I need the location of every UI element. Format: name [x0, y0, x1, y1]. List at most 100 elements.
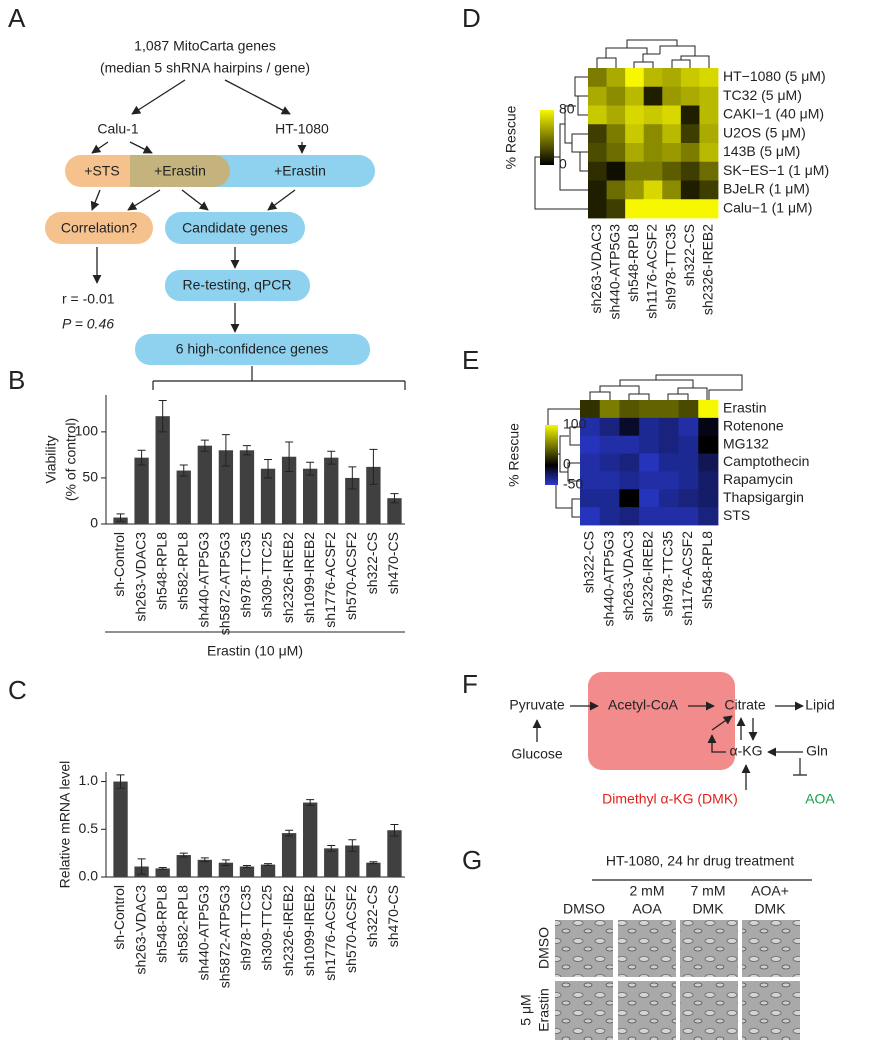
pill: [130, 155, 160, 187]
pathway-diagram: Pyruvate Acetyl-CoA Citrate Lipid Glucos…: [509, 672, 835, 807]
y-axis-label: Relative mRNA level: [57, 761, 73, 889]
heatmap-cell: [599, 400, 620, 419]
x-tick-label: sh309-TTC25: [259, 885, 275, 971]
colorbar-tick-label: 0: [559, 156, 567, 172]
heatmap-cell: [639, 507, 660, 526]
heatmap-cell: [639, 435, 660, 454]
heatmap-cell: [599, 435, 620, 454]
heatmap-cell: [606, 68, 626, 88]
pill: [165, 270, 310, 301]
node-text: 1,087 MitoCarta genes: [134, 38, 276, 54]
pill: [135, 334, 370, 365]
panel-label: E: [462, 345, 479, 375]
column-label: DMK: [692, 901, 724, 917]
bar: [260, 864, 276, 877]
column-label: AOA+: [751, 883, 789, 899]
column-label: DMSO: [563, 901, 605, 917]
heatmap-cell: [599, 417, 620, 437]
stat-text: P = 0.46: [62, 316, 114, 332]
bracket: [152, 366, 406, 390]
row-label: 143B (5 μM): [723, 143, 800, 159]
x-tick-label: sh548-RPL8: [153, 532, 169, 610]
heatmap-cell: [643, 143, 663, 163]
stat-text: r = -0.01: [62, 291, 115, 307]
bar: [281, 833, 297, 877]
heatmap-cell: [678, 453, 699, 472]
error-bar: [179, 464, 188, 477]
node-text: +STS: [84, 163, 119, 179]
heatmap-cell: [699, 143, 719, 163]
heatmap-cell: [588, 143, 607, 163]
heatmap-cell: [588, 124, 607, 144]
arrow: [267, 189, 296, 211]
error-bar: [306, 799, 315, 806]
row-label: Calu−1 (1 μM): [723, 199, 812, 215]
metabolite: Acetyl-CoA: [608, 697, 679, 713]
colorbar: [540, 110, 554, 165]
heatmap-cell: [588, 86, 607, 106]
column-label: sh978-TTC35: [662, 224, 678, 310]
heatmap-cell: [639, 400, 660, 419]
row-label: SK−ES−1 (1 μM): [723, 162, 829, 178]
error-bar: [264, 863, 273, 867]
row-label: MG132: [723, 435, 769, 451]
row-label: Erastin: [536, 988, 552, 1032]
heatmap-cell: [639, 471, 660, 490]
heatmap-cell: [662, 199, 682, 219]
heatmap-cell: [662, 180, 682, 200]
x-tick-label: sh582-RPL8: [174, 885, 190, 963]
heatmap-cell: [678, 417, 699, 437]
bar: [239, 866, 255, 877]
heatmap-cell: [588, 68, 607, 88]
row-label: STS: [723, 507, 750, 523]
x-tick-label: sh1776-ACSF2: [322, 885, 338, 981]
column-label: sh548-RPL8: [625, 224, 641, 302]
heatmap-cell: [606, 124, 626, 144]
metabolite: α-KG: [730, 743, 763, 759]
micrograph: [618, 981, 676, 1040]
error-bar: [116, 513, 125, 522]
metabolite: Pyruvate: [509, 697, 564, 713]
x-tick-label: sh548-RPL8: [153, 885, 169, 963]
row-label: HT−1080 (5 μM): [723, 68, 826, 84]
colorbar-tick-label: 100: [563, 416, 587, 432]
flow-diagram: 1,087 MitoCarta genes (median 5 shRNA ha…: [45, 38, 406, 390]
heatmap-cell: [588, 105, 607, 125]
bar: [155, 868, 170, 877]
bar: [281, 456, 297, 524]
heatmap-cell: [580, 417, 601, 437]
panel-labels: A B C D E F G: [8, 3, 482, 875]
x-tick-label: sh440-ATP5G3: [196, 532, 212, 628]
heatmap-cell: [698, 489, 719, 508]
heatmap-cell: [680, 124, 700, 144]
column-label: sh978-TTC35: [659, 531, 675, 617]
heatmap-cell: [662, 86, 682, 106]
node-text: Correlation?: [61, 220, 137, 236]
arrow: [91, 141, 109, 154]
micrograph: [555, 920, 613, 977]
y-tick-label: 0.5: [79, 820, 99, 836]
x-tick-label: sh470-CS: [385, 532, 401, 594]
metabolite: Lipid: [805, 697, 835, 713]
x-tick-label: sh-Control: [111, 885, 127, 950]
x-tick-label: sh263-VDAC3: [132, 885, 148, 975]
bar: [218, 862, 234, 877]
heatmap-cell: [680, 68, 700, 88]
compound: AOA: [805, 791, 835, 807]
heatmap-cell: [599, 507, 620, 526]
node-text: Candidate genes: [182, 220, 288, 236]
heatmap-cell: [619, 453, 640, 472]
colorbar-label: % Rescue: [506, 423, 522, 487]
pill: [165, 212, 305, 244]
panel-label: F: [462, 669, 478, 699]
heatmap-cell: [678, 435, 699, 454]
x-tick-label: sh322-CS: [364, 885, 380, 947]
heatmap-cell: [699, 105, 719, 125]
heatmap-cell: [662, 105, 682, 125]
heatmap-cell: [678, 400, 699, 419]
heatmap-cell: [625, 124, 645, 144]
heatmap-cell: [580, 435, 601, 454]
heatmap-cell: [643, 180, 663, 200]
node-text: (median 5 shRNA hairpins / gene): [100, 60, 310, 76]
